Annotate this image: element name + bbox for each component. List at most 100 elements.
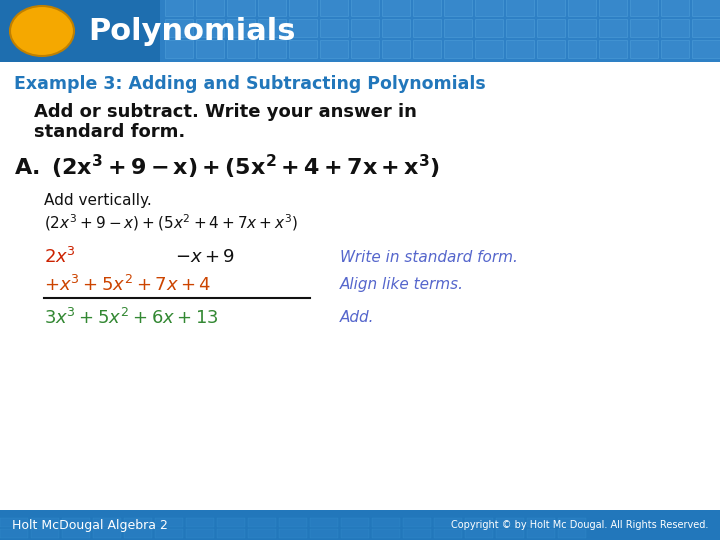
FancyBboxPatch shape [692, 19, 720, 37]
FancyBboxPatch shape [320, 40, 348, 58]
Text: Holt McDougal Algebra 2: Holt McDougal Algebra 2 [12, 518, 168, 531]
Text: $- x + 9$: $- x + 9$ [175, 248, 235, 266]
Text: $(2x^3 + 9 - x) + (5x^2 + 4 + 7x + x^3)$: $(2x^3 + 9 - x) + (5x^2 + 4 + 7x + x^3)$ [44, 213, 298, 233]
FancyBboxPatch shape [568, 19, 596, 37]
FancyBboxPatch shape [537, 0, 565, 16]
Text: Add vertically.: Add vertically. [44, 192, 152, 207]
FancyBboxPatch shape [568, 0, 596, 16]
FancyBboxPatch shape [258, 0, 286, 16]
FancyBboxPatch shape [413, 40, 441, 58]
FancyBboxPatch shape [558, 529, 586, 538]
FancyBboxPatch shape [537, 40, 565, 58]
FancyBboxPatch shape [248, 518, 276, 527]
FancyBboxPatch shape [289, 19, 317, 37]
FancyBboxPatch shape [403, 518, 431, 527]
FancyBboxPatch shape [155, 518, 183, 527]
FancyBboxPatch shape [527, 529, 555, 538]
FancyBboxPatch shape [599, 0, 627, 16]
FancyBboxPatch shape [320, 0, 348, 16]
FancyBboxPatch shape [258, 40, 286, 58]
FancyBboxPatch shape [62, 529, 90, 538]
FancyBboxPatch shape [382, 19, 410, 37]
FancyBboxPatch shape [0, 529, 28, 538]
FancyBboxPatch shape [382, 40, 410, 58]
FancyBboxPatch shape [351, 0, 379, 16]
FancyBboxPatch shape [289, 40, 317, 58]
FancyBboxPatch shape [310, 529, 338, 538]
FancyBboxPatch shape [496, 518, 524, 527]
FancyBboxPatch shape [320, 19, 348, 37]
FancyBboxPatch shape [527, 518, 555, 527]
FancyBboxPatch shape [341, 518, 369, 527]
FancyBboxPatch shape [227, 0, 255, 16]
FancyBboxPatch shape [558, 518, 586, 527]
FancyBboxPatch shape [217, 529, 245, 538]
FancyBboxPatch shape [289, 0, 317, 16]
FancyBboxPatch shape [31, 529, 59, 538]
FancyBboxPatch shape [372, 529, 400, 538]
FancyBboxPatch shape [382, 0, 410, 16]
FancyBboxPatch shape [599, 40, 627, 58]
FancyBboxPatch shape [196, 0, 224, 16]
FancyBboxPatch shape [475, 0, 503, 16]
FancyBboxPatch shape [444, 40, 472, 58]
FancyBboxPatch shape [279, 518, 307, 527]
FancyBboxPatch shape [351, 19, 379, 37]
Text: Polynomials: Polynomials [88, 17, 295, 45]
FancyBboxPatch shape [0, 510, 720, 540]
Ellipse shape [10, 6, 74, 56]
FancyBboxPatch shape [196, 19, 224, 37]
Text: $+x^3 + 5x^2 + 7x + 4$: $+x^3 + 5x^2 + 7x + 4$ [44, 275, 212, 295]
FancyBboxPatch shape [0, 518, 28, 527]
Text: $2x^3$: $2x^3$ [44, 247, 76, 267]
FancyBboxPatch shape [62, 518, 90, 527]
FancyBboxPatch shape [630, 0, 658, 16]
FancyBboxPatch shape [93, 518, 121, 527]
Text: Write in standard form.: Write in standard form. [340, 249, 518, 265]
FancyBboxPatch shape [692, 40, 720, 58]
Text: $\mathbf{A.\ (2x^3 + 9 - x) + (5x^2 + 4 + 7x + x^3)}$: $\mathbf{A.\ (2x^3 + 9 - x) + (5x^2 + 4 … [14, 153, 440, 181]
FancyBboxPatch shape [465, 518, 493, 527]
Text: Add.: Add. [340, 310, 374, 326]
Text: Example 3: Adding and Subtracting Polynomials: Example 3: Adding and Subtracting Polyno… [14, 75, 486, 93]
FancyBboxPatch shape [248, 529, 276, 538]
FancyBboxPatch shape [496, 529, 524, 538]
FancyBboxPatch shape [661, 40, 689, 58]
FancyBboxPatch shape [124, 529, 152, 538]
FancyBboxPatch shape [31, 518, 59, 527]
Text: Align like terms.: Align like terms. [340, 278, 464, 293]
FancyBboxPatch shape [279, 529, 307, 538]
FancyBboxPatch shape [0, 62, 720, 510]
FancyBboxPatch shape [444, 0, 472, 16]
FancyBboxPatch shape [475, 40, 503, 58]
FancyBboxPatch shape [186, 518, 214, 527]
FancyBboxPatch shape [403, 529, 431, 538]
FancyBboxPatch shape [413, 19, 441, 37]
FancyBboxPatch shape [196, 40, 224, 58]
FancyBboxPatch shape [93, 529, 121, 538]
FancyBboxPatch shape [506, 40, 534, 58]
FancyBboxPatch shape [258, 19, 286, 37]
FancyBboxPatch shape [372, 518, 400, 527]
Text: Add or subtract. Write your answer in: Add or subtract. Write your answer in [34, 103, 417, 121]
FancyBboxPatch shape [630, 40, 658, 58]
FancyBboxPatch shape [661, 19, 689, 37]
FancyBboxPatch shape [692, 0, 720, 16]
FancyBboxPatch shape [413, 0, 441, 16]
FancyBboxPatch shape [475, 19, 503, 37]
FancyBboxPatch shape [310, 518, 338, 527]
FancyBboxPatch shape [155, 529, 183, 538]
FancyBboxPatch shape [465, 529, 493, 538]
FancyBboxPatch shape [661, 0, 689, 16]
FancyBboxPatch shape [444, 19, 472, 37]
FancyBboxPatch shape [160, 0, 720, 62]
Text: $3x^3 + 5x^2 + 6x + 13$: $3x^3 + 5x^2 + 6x + 13$ [44, 308, 219, 328]
FancyBboxPatch shape [599, 19, 627, 37]
FancyBboxPatch shape [227, 40, 255, 58]
FancyBboxPatch shape [434, 518, 462, 527]
FancyBboxPatch shape [165, 40, 193, 58]
FancyBboxPatch shape [0, 0, 720, 62]
FancyBboxPatch shape [568, 40, 596, 58]
FancyBboxPatch shape [217, 518, 245, 527]
FancyBboxPatch shape [351, 40, 379, 58]
